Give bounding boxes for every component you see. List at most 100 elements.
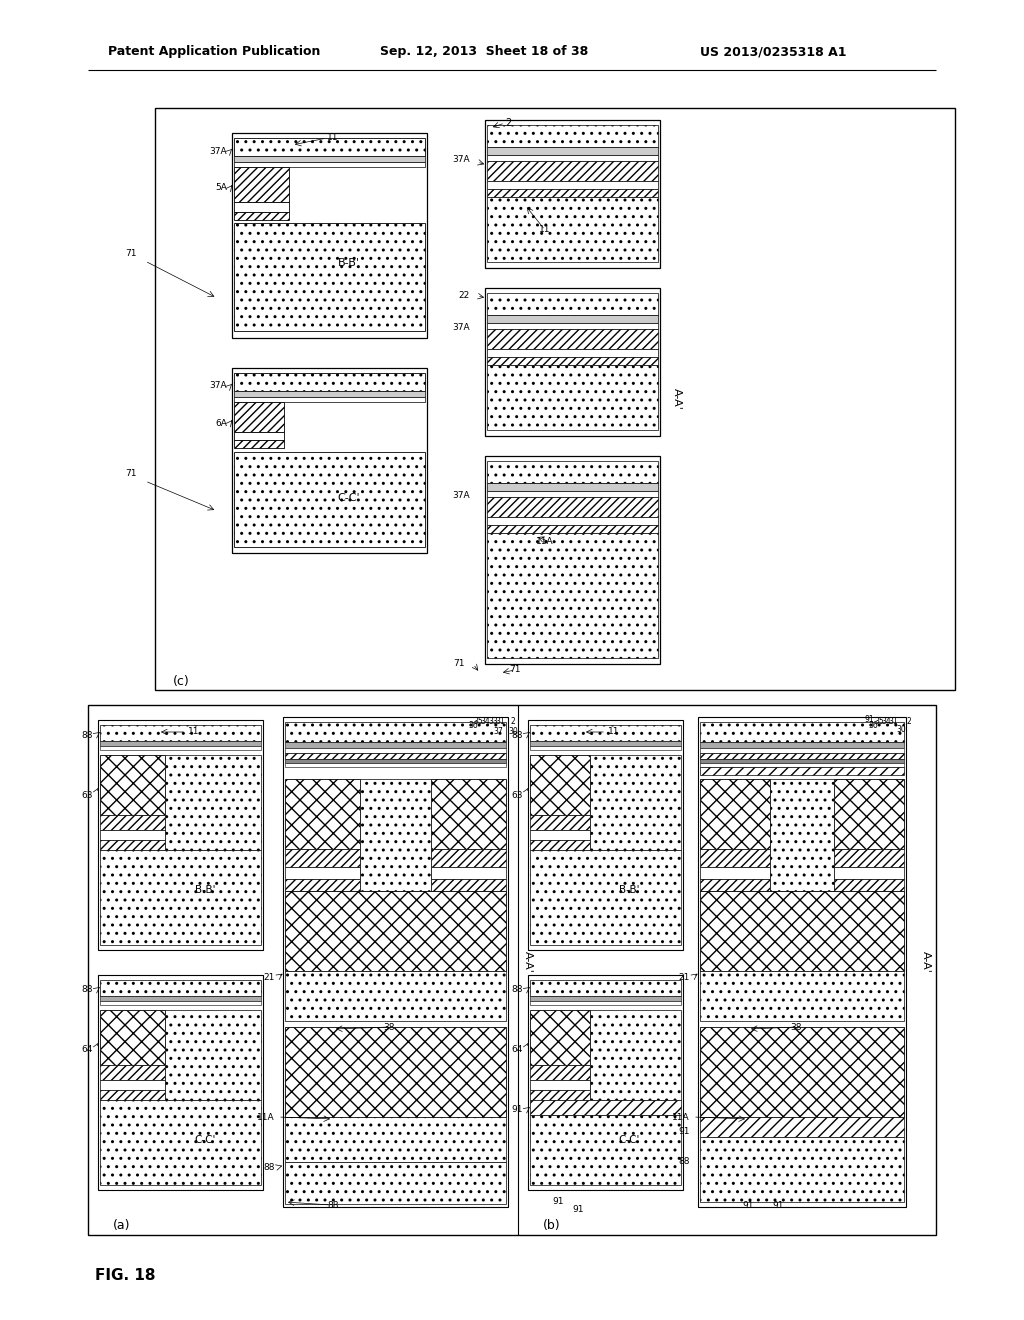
- Text: 88: 88: [82, 730, 93, 739]
- Text: 91: 91: [864, 715, 874, 725]
- Text: 88: 88: [512, 730, 523, 739]
- Bar: [487, 483, 658, 491]
- Bar: [100, 1001, 261, 1005]
- Bar: [487, 125, 658, 147]
- Text: 63: 63: [512, 791, 523, 800]
- Bar: [234, 451, 425, 546]
- Text: Sep. 12, 2013  Sheet 18 of 38: Sep. 12, 2013 Sheet 18 of 38: [380, 45, 588, 58]
- Text: 31: 31: [496, 718, 505, 726]
- Bar: [487, 189, 658, 197]
- Bar: [530, 979, 681, 997]
- Text: B-B': B-B': [618, 884, 639, 895]
- Bar: [530, 1001, 681, 1005]
- Bar: [700, 759, 904, 763]
- Bar: [285, 779, 360, 849]
- Bar: [431, 779, 506, 849]
- Text: FIG. 18: FIG. 18: [95, 1267, 156, 1283]
- Bar: [530, 1080, 590, 1090]
- Bar: [530, 997, 681, 1001]
- Bar: [283, 717, 508, 1206]
- Bar: [487, 517, 658, 525]
- Bar: [100, 746, 261, 750]
- Bar: [700, 972, 904, 1020]
- Bar: [700, 748, 904, 752]
- Text: 64: 64: [512, 1045, 523, 1055]
- Bar: [528, 719, 683, 950]
- Bar: [100, 1100, 261, 1185]
- Bar: [530, 1115, 681, 1185]
- Bar: [487, 329, 658, 348]
- Bar: [700, 1137, 904, 1203]
- Bar: [234, 202, 289, 213]
- Text: 37A: 37A: [209, 147, 227, 156]
- Bar: [360, 779, 431, 891]
- Bar: [487, 356, 658, 366]
- Text: 34: 34: [480, 718, 490, 726]
- Bar: [530, 1010, 590, 1065]
- Bar: [234, 156, 425, 162]
- Bar: [285, 1117, 506, 1162]
- Text: 71: 71: [126, 248, 137, 257]
- Bar: [285, 1027, 506, 1117]
- Bar: [165, 755, 261, 850]
- Text: Patent Application Publication: Patent Application Publication: [108, 45, 321, 58]
- Text: 88: 88: [82, 986, 93, 994]
- Bar: [285, 1162, 506, 1204]
- Text: US 2013/0235318 A1: US 2013/0235318 A1: [700, 45, 847, 58]
- Text: 36: 36: [868, 721, 878, 730]
- Bar: [234, 213, 289, 220]
- Bar: [530, 725, 681, 741]
- Text: (b): (b): [543, 1218, 560, 1232]
- Text: 35: 35: [473, 718, 483, 726]
- Text: 11A: 11A: [673, 1113, 690, 1122]
- Bar: [834, 867, 904, 879]
- Text: 37A: 37A: [453, 323, 470, 333]
- Bar: [487, 181, 658, 189]
- Bar: [487, 366, 658, 430]
- Bar: [431, 867, 506, 879]
- Bar: [232, 133, 427, 338]
- Bar: [530, 746, 681, 750]
- Bar: [487, 491, 658, 498]
- Text: 30: 30: [508, 727, 518, 737]
- Text: 5A: 5A: [215, 183, 227, 193]
- Bar: [487, 161, 658, 181]
- Bar: [487, 197, 658, 261]
- Text: 31: 31: [889, 718, 898, 726]
- Text: 63: 63: [82, 791, 93, 800]
- Bar: [700, 879, 770, 891]
- Bar: [770, 779, 834, 891]
- Text: 21: 21: [263, 973, 275, 982]
- Text: 64: 64: [82, 1045, 93, 1055]
- Bar: [834, 879, 904, 891]
- Bar: [100, 830, 165, 840]
- Text: 11: 11: [188, 727, 200, 737]
- Text: 88: 88: [263, 1163, 275, 1172]
- Bar: [700, 1117, 904, 1137]
- Bar: [530, 1100, 681, 1115]
- Bar: [530, 1090, 590, 1100]
- Bar: [234, 223, 425, 331]
- Bar: [100, 725, 261, 741]
- Bar: [431, 849, 506, 867]
- Bar: [285, 763, 506, 767]
- Bar: [100, 755, 165, 814]
- Bar: [487, 323, 658, 329]
- Bar: [234, 391, 425, 397]
- Bar: [285, 867, 360, 879]
- Bar: [485, 455, 660, 664]
- Text: 30: 30: [896, 725, 906, 734]
- Text: 33: 33: [488, 718, 498, 726]
- Text: 71: 71: [454, 659, 465, 668]
- Bar: [285, 742, 506, 748]
- Text: A-A': A-A': [523, 952, 534, 973]
- Bar: [487, 533, 658, 657]
- Bar: [487, 525, 658, 533]
- Bar: [234, 139, 425, 156]
- Bar: [487, 315, 658, 323]
- Bar: [285, 748, 506, 752]
- Bar: [431, 879, 506, 891]
- Bar: [100, 1065, 165, 1080]
- Bar: [234, 168, 289, 202]
- Bar: [530, 1065, 590, 1080]
